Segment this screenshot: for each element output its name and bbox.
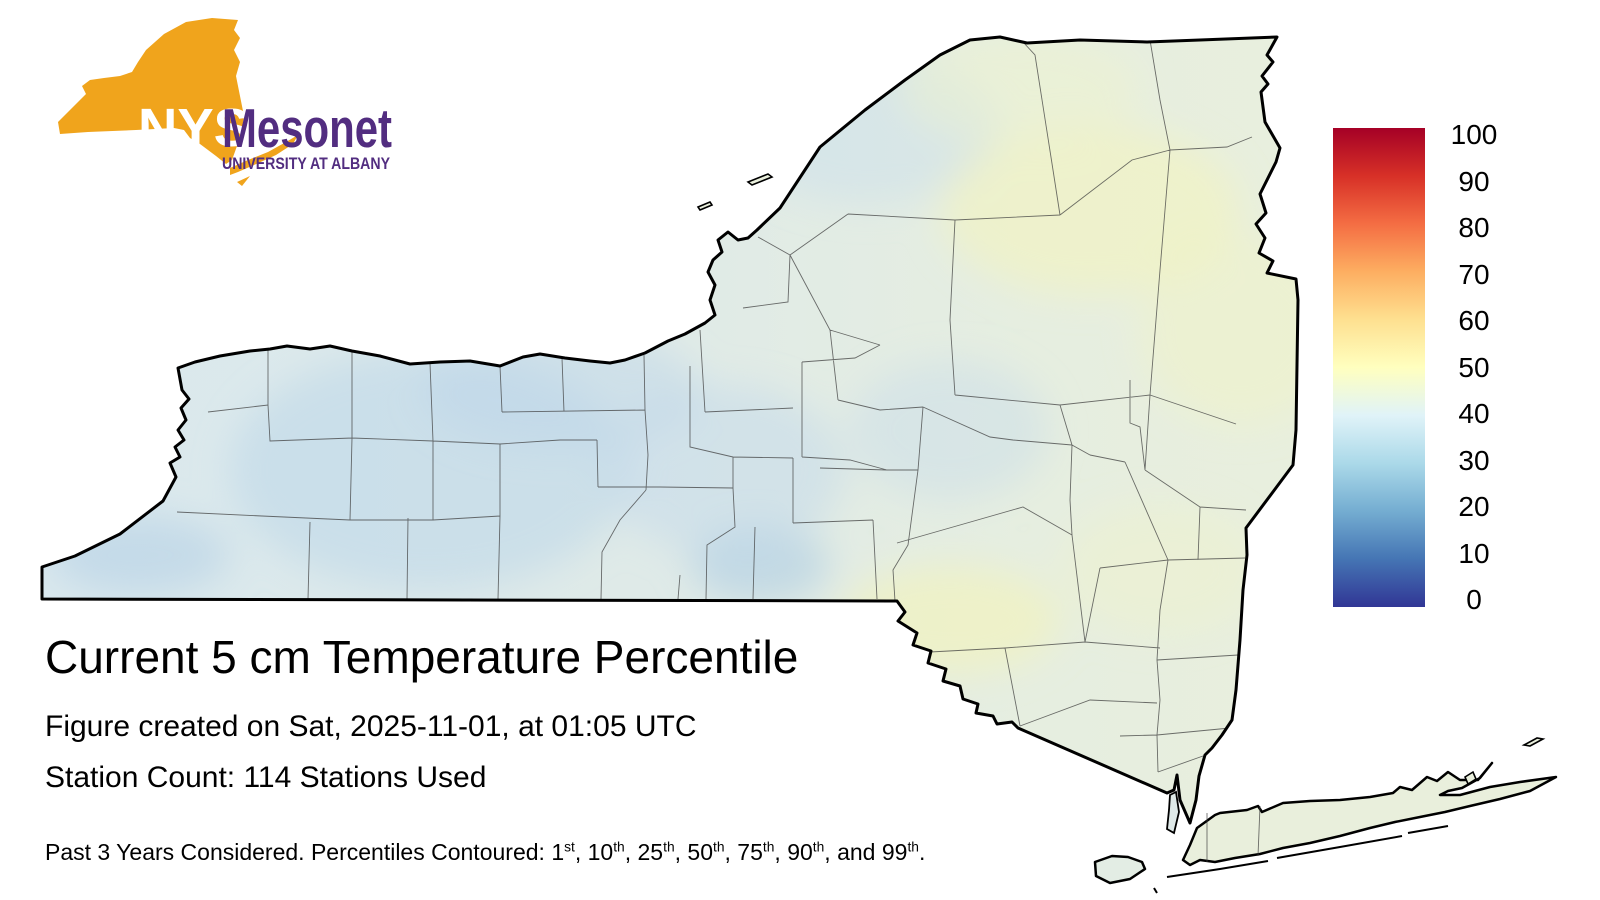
long-island xyxy=(1181,761,1558,867)
logo-island-bit xyxy=(237,176,250,186)
footer-line: Past 3 Years Considered. Percentiles Con… xyxy=(45,839,926,865)
created-timestamp-line: Figure created on Sat, 2025-11-01, at 01… xyxy=(45,710,697,743)
colorbar-tick-label: 50 xyxy=(1458,351,1490,383)
colorbar-tick-label: 30 xyxy=(1458,444,1490,476)
colorbar-tick-label: 10 xyxy=(1458,537,1490,569)
logo-state-shape xyxy=(58,18,244,164)
ordinal-superscript: th xyxy=(907,839,919,855)
state-outline xyxy=(40,35,1300,825)
colorbar-tick-label: 90 xyxy=(1458,165,1490,197)
ordinal-superscript: th xyxy=(762,839,775,855)
station-count-line: Station Count: 114 Stations Used xyxy=(45,761,487,794)
logo-mesonet-text: Mesonet xyxy=(222,97,392,159)
figure-title: Current 5 cm Temperature Percentile xyxy=(45,631,799,683)
barrier-islands xyxy=(1153,825,1449,894)
colorbar-tick-label: 80 xyxy=(1458,212,1490,243)
small-islands xyxy=(696,173,1546,786)
manhattan xyxy=(1166,790,1180,835)
ordinal-superscript: st xyxy=(564,839,575,855)
colorbar-tick-label: 20 xyxy=(1458,491,1490,522)
logo-long-island-shape xyxy=(230,135,298,175)
colorbar-tick-label: 0 xyxy=(1466,584,1482,615)
colorbar-tick-label: 100 xyxy=(1450,119,1498,150)
ordinal-superscript: th xyxy=(613,839,625,855)
ordinal-superscript: th xyxy=(713,839,725,855)
long-island-county-lines xyxy=(1206,805,1261,862)
logo-nys-text: NYS xyxy=(138,98,250,158)
ordinal-superscript: th xyxy=(812,839,825,855)
nys-mesonet-logo: NYS Mesonet UNIVERSITY AT ALBANY xyxy=(58,18,392,186)
logo-tagline-text: UNIVERSITY AT ALBANY xyxy=(222,154,391,173)
ordinal-superscript: th xyxy=(663,839,675,855)
staten-island xyxy=(1093,854,1147,885)
colorbar-gradient xyxy=(1333,128,1425,607)
colorbar-tick-label: 40 xyxy=(1458,398,1490,429)
county-boundaries xyxy=(176,39,1253,773)
colorbar-tick-label: 60 xyxy=(1458,305,1490,336)
colorbar-ticks: 100 90 80 70 60 50 40 30 20 10 0 xyxy=(1438,0,1510,900)
colorbar-tick-label: 70 xyxy=(1458,258,1490,290)
